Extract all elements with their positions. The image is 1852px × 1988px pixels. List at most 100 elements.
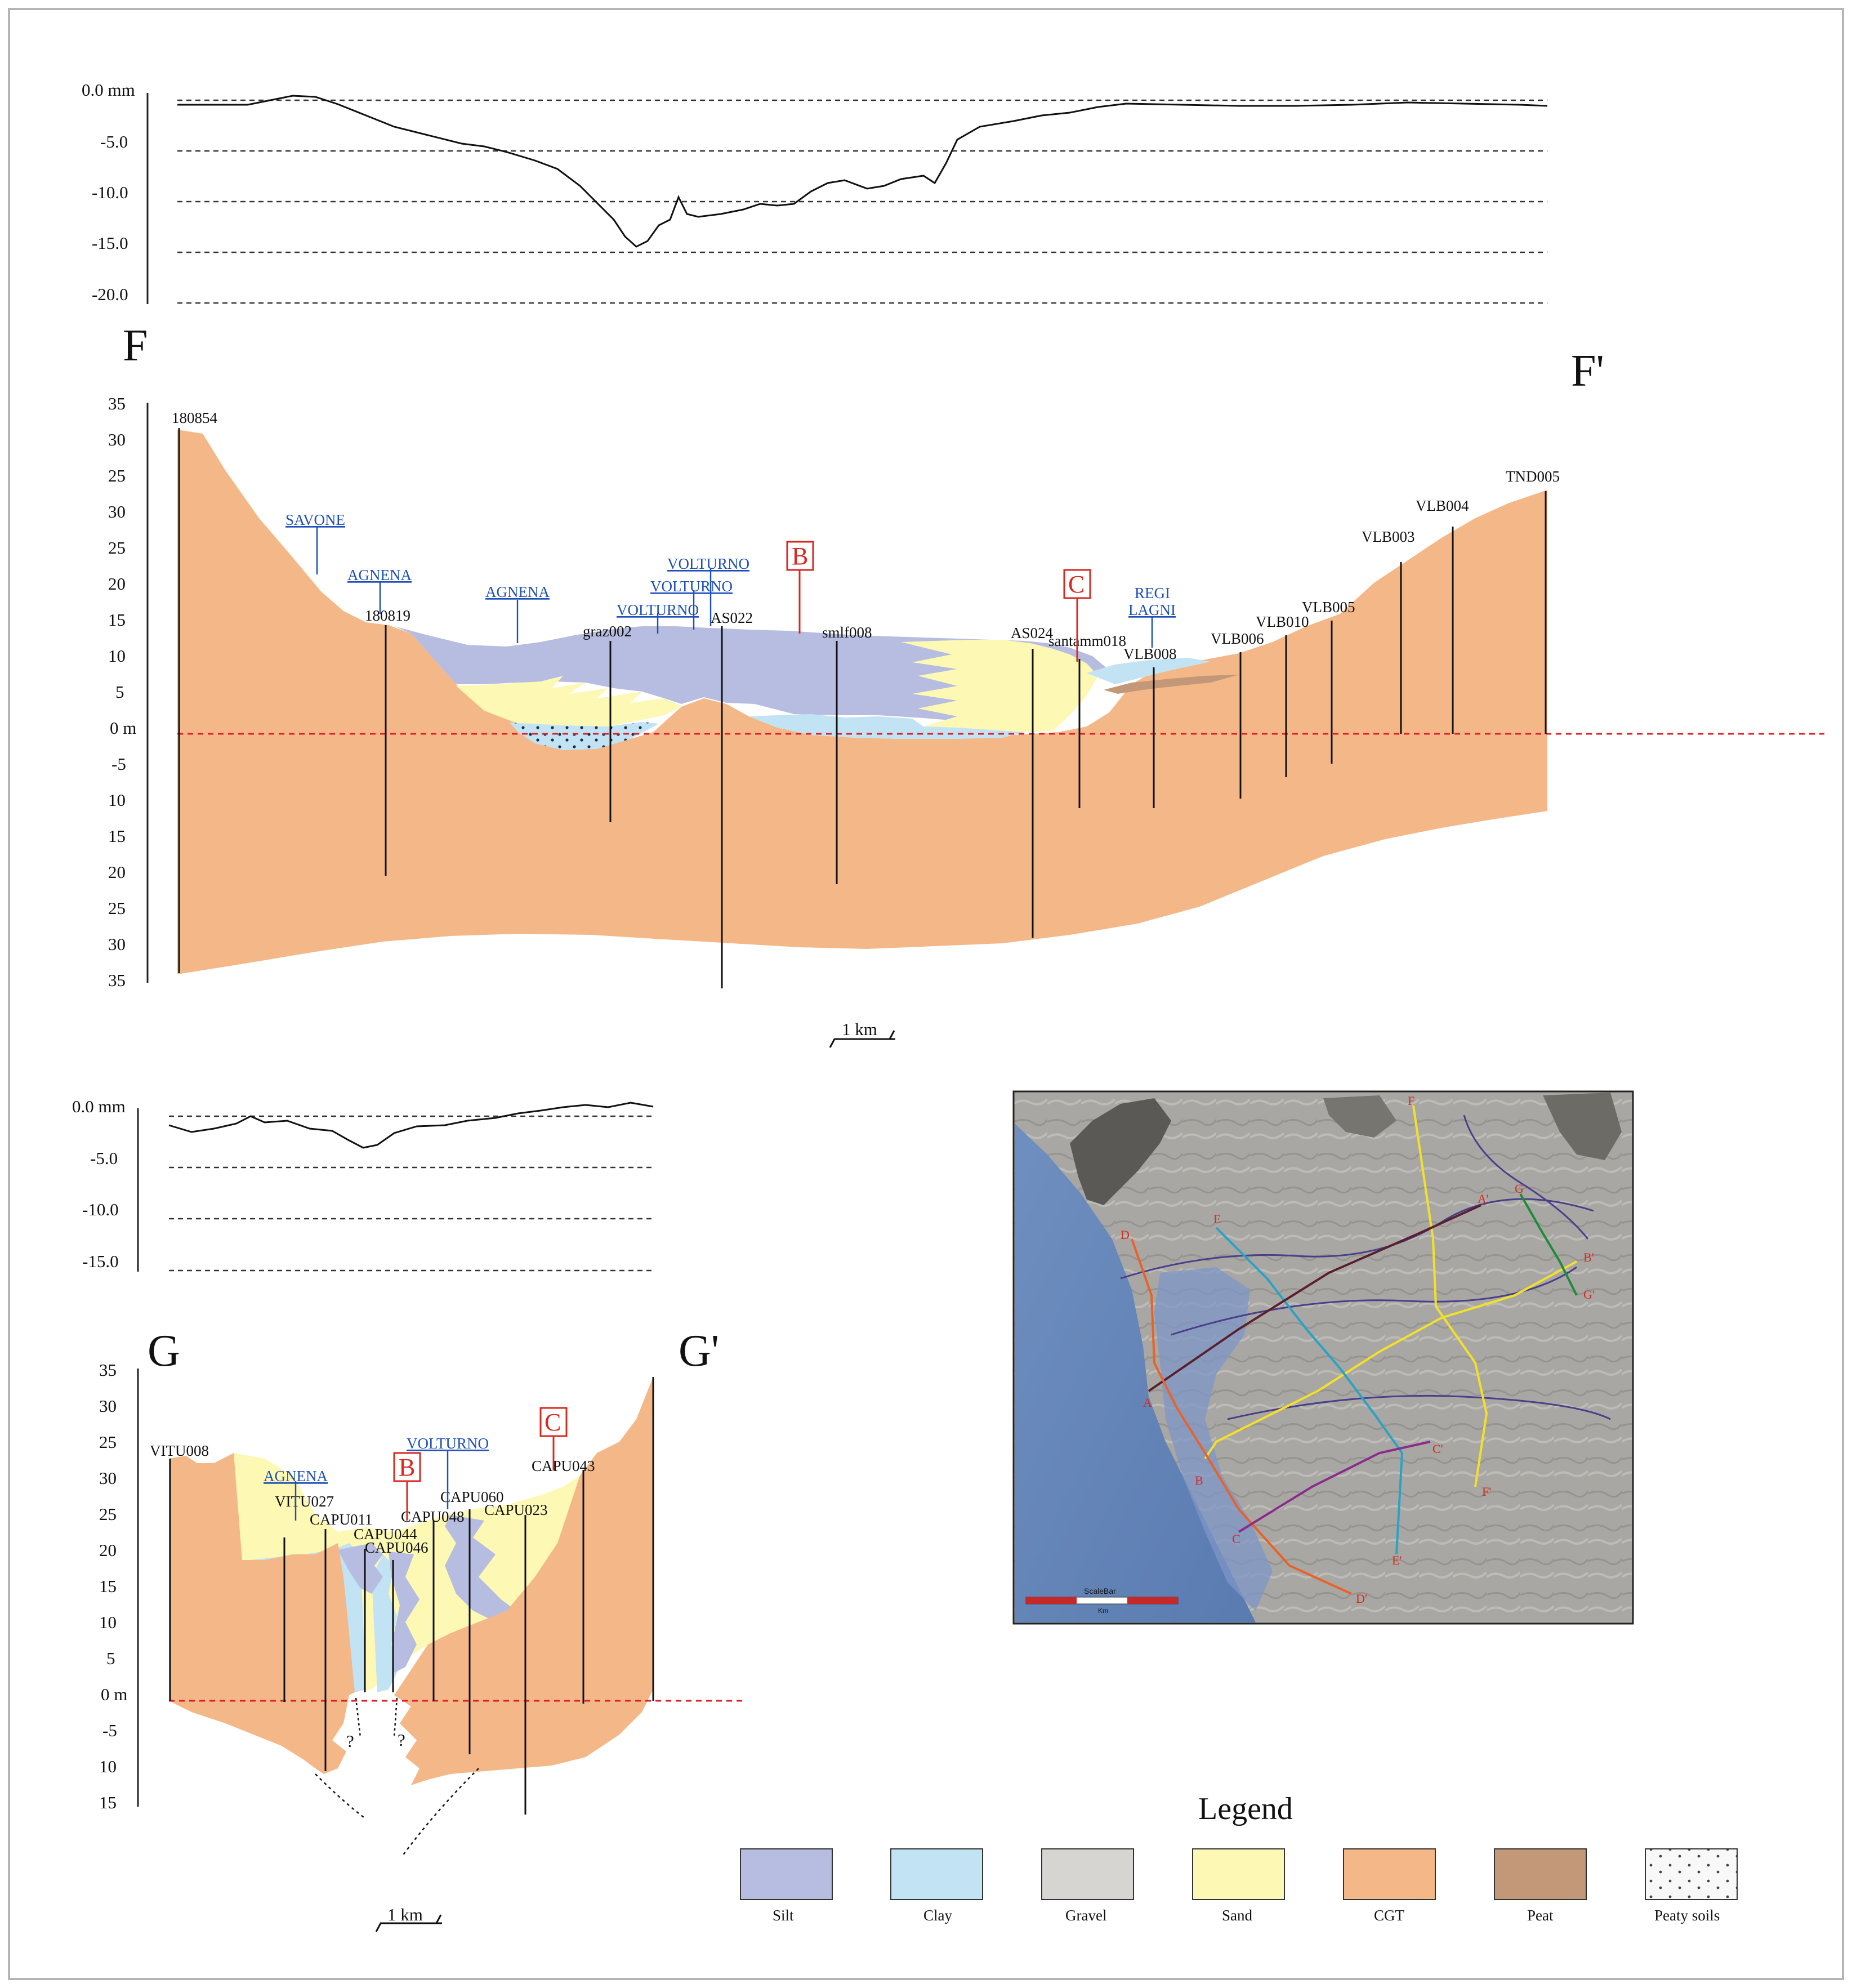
subsidence-y-label: -20.0 — [92, 284, 128, 304]
depth-label: 5 — [115, 682, 124, 702]
unknown-marker: ? — [398, 1730, 405, 1750]
well-label: CAPU023 — [484, 1501, 548, 1518]
map-section-labels: F F' A A' E E' G G' B B' C C' D D' — [1121, 1094, 1595, 1606]
clay-layer — [1087, 658, 1211, 684]
depth-label: 20 — [108, 574, 126, 594]
well-label: VLB004 — [1416, 497, 1469, 514]
map-label: B' — [1583, 1250, 1594, 1264]
location-map: F F' A A' E E' G G' B B' C C' D D' Scale… — [1012, 1090, 1634, 1625]
depth-label: 25 — [99, 1504, 117, 1524]
well-label: santamm018 — [1048, 632, 1126, 649]
inferred-boundary — [393, 1697, 398, 1738]
depth-label: 20 — [99, 1540, 117, 1560]
legend-swatch-silt — [740, 1848, 833, 1900]
map-label: D — [1121, 1228, 1130, 1242]
legend-label: Silt — [773, 1907, 794, 1924]
legend-item: Peaty soils — [1645, 1848, 1738, 1924]
well-labels: VITU008 VITU027 CAPU011 CAPU044 CAPU046 … — [150, 1442, 595, 1556]
section-start-label: G — [148, 1326, 180, 1376]
clay-layer — [749, 714, 1025, 739]
legend-item: Clay — [890, 1848, 983, 1924]
depth-label: 30 — [99, 1396, 117, 1416]
map-section-line-c — [1238, 1441, 1431, 1533]
section-marker-c: C — [539, 1407, 568, 1470]
inferred-boundary — [315, 1773, 367, 1820]
map-scale-bar-title: ScaleBar — [1084, 1586, 1116, 1595]
well-label: smlf008 — [822, 624, 872, 641]
river-label: SAVONE — [285, 511, 345, 528]
depth-label: 35 — [99, 1360, 117, 1380]
depth-label: -5 — [111, 754, 126, 774]
subsidence-y-label: -10.0 — [92, 182, 128, 202]
map-urban-area — [1154, 1267, 1273, 1611]
subsidence-y-label: -15.0 — [92, 233, 128, 253]
map-label: C' — [1432, 1442, 1443, 1456]
peat-layer — [1104, 675, 1239, 694]
legend-swatch-peaty-soils — [1645, 1848, 1738, 1900]
depth-label: 25 — [108, 466, 126, 485]
depth-label: 20 — [108, 862, 126, 882]
marker-box — [786, 541, 814, 571]
depth-label: 0 m — [101, 1684, 127, 1704]
legend-swatch-peat — [1494, 1848, 1587, 1900]
marker-label: C — [1068, 570, 1085, 598]
scale-bar: 1 km — [375, 1905, 442, 1932]
subsidence-y-label: 0.0 mm — [72, 1096, 126, 1116]
silt-layer — [338, 1543, 383, 1594]
map-label: G' — [1583, 1287, 1595, 1301]
subsidence-y-label: 0.0 mm — [82, 80, 135, 100]
figure-border — [8, 8, 1844, 1980]
depth-label: 15 — [99, 1793, 117, 1812]
cgt-layer — [169, 1453, 355, 1774]
legend-swatch-gravel — [1041, 1848, 1134, 1900]
scale-bar-label: 1 km — [387, 1905, 423, 1924]
inferred-boundary — [401, 1768, 479, 1856]
depth-label: 0 m — [110, 718, 136, 738]
depth-label: 5 — [106, 1648, 115, 1668]
map-label: C — [1232, 1532, 1240, 1546]
map-section-line-a — [1148, 1204, 1481, 1392]
panel-g-subsidence-chart: 0.0 mm -5.0 -10.0 -15.0 — [72, 1096, 654, 1272]
map-section-line-g — [1519, 1193, 1578, 1296]
well-label: graz002 — [583, 623, 632, 640]
legend-item: Peat — [1494, 1848, 1587, 1924]
depth-label: 30 — [99, 1468, 117, 1488]
silt-layer — [394, 626, 1109, 721]
peaty-soils-layer — [510, 722, 659, 750]
section-end-label: G' — [679, 1326, 719, 1376]
well-label: VLB006 — [1211, 630, 1264, 647]
section-start-label: F — [123, 321, 148, 371]
legend-label: Clay — [923, 1907, 952, 1924]
silt-layer — [445, 1515, 524, 1622]
well-label: CAPU043 — [532, 1457, 595, 1474]
legend-label: Peaty soils — [1654, 1907, 1720, 1924]
depth-axis-labels: 35 30 25 30 25 20 15 10 5 0 m -5 10 15 2… — [108, 394, 136, 990]
map-river — [1463, 1115, 1589, 1240]
cgt-layer — [394, 1377, 653, 1785]
map-section-line-e — [1215, 1227, 1404, 1555]
map-mountains — [1323, 1095, 1396, 1138]
well-label: CAPU044 — [354, 1526, 417, 1543]
depth-label: 35 — [108, 394, 126, 413]
section-marker-c: C — [1063, 569, 1091, 662]
river-labels: SAVONE AGNENA AGNENA VOLTURNO VOLTURNO V… — [285, 511, 1176, 618]
depth-label: 30 — [108, 430, 126, 449]
subsidence-y-label: -5.0 — [100, 132, 128, 151]
map-label: E' — [1392, 1553, 1402, 1567]
panel-f-subsidence-chart: 0.0 mm -5.0 -10.0 -15.0 -20.0 — [82, 80, 1548, 304]
depth-label: 10 — [99, 1757, 117, 1776]
subsidence-y-label: -5.0 — [90, 1148, 118, 1168]
legend-item: Gravel — [1041, 1848, 1134, 1924]
legend-item: Silt — [740, 1848, 833, 1924]
well-label: CAPU046 — [365, 1539, 429, 1556]
well-lines — [178, 428, 1547, 988]
map-label: F' — [1482, 1485, 1491, 1499]
legend-label: Peat — [1527, 1907, 1554, 1924]
well-label: AS024 — [1011, 625, 1054, 641]
depth-label: 25 — [99, 1432, 117, 1452]
map-label: G — [1515, 1182, 1524, 1196]
river-label: AGNENA — [485, 583, 550, 600]
river-label: AGNENA — [264, 1468, 328, 1485]
map-label: A' — [1478, 1192, 1489, 1206]
